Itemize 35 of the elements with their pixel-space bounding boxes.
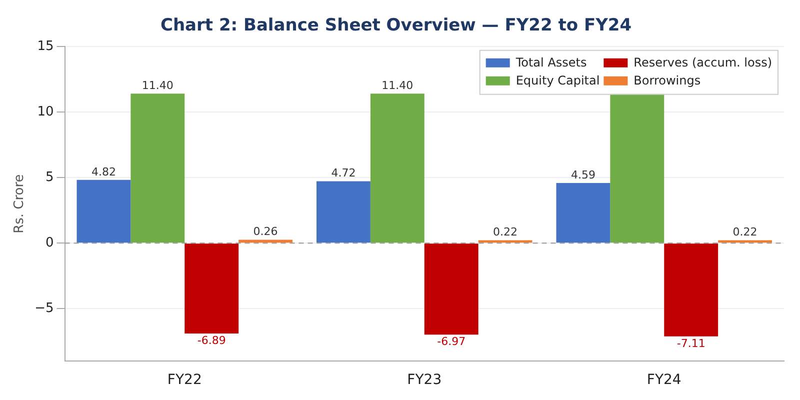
data-label: -6.89 <box>197 334 226 347</box>
x-tick-label: FY22 <box>167 372 202 388</box>
bar <box>184 244 239 334</box>
bar <box>130 94 185 243</box>
data-label: 4.59 <box>570 168 596 182</box>
x-tick-label: FY24 <box>646 372 682 388</box>
bar <box>238 240 293 243</box>
bar <box>370 94 424 243</box>
legend-label: Equity Capital <box>516 74 600 88</box>
bar <box>76 180 131 243</box>
y-tick-label: 10 <box>37 104 54 120</box>
legend-label: Reserves (accum. loss) <box>634 56 772 70</box>
bar <box>664 244 718 336</box>
data-label: -7.11 <box>676 336 706 350</box>
y-tick-label: 5 <box>45 170 54 185</box>
data-label: 11.40 <box>142 78 174 92</box>
y-axis-title: Rs. Crore <box>12 174 28 234</box>
legend-label: Borrowings <box>634 74 701 88</box>
x-tick-label: FY23 <box>407 372 442 388</box>
bar <box>424 244 478 335</box>
y-tick-label: −5 <box>34 301 54 316</box>
data-label: 4.72 <box>331 166 356 180</box>
data-label: 4.82 <box>91 165 116 178</box>
bar <box>610 94 664 243</box>
legend-label: Total Assets <box>514 56 587 70</box>
y-tick-label: 15 <box>37 38 54 54</box>
data-label: 0.22 <box>493 226 518 239</box>
data-label: -6.97 <box>437 334 466 348</box>
bar <box>316 181 370 243</box>
data-label: 11.40 <box>382 78 414 92</box>
data-label: 0.26 <box>253 225 278 238</box>
y-tick-label: 0 <box>45 236 54 251</box>
data-label: 0.22 <box>732 226 758 239</box>
bar <box>556 182 610 243</box>
chart-title: Chart 2: Balance Sheet Overview — FY22 to FY24 <box>160 16 632 36</box>
